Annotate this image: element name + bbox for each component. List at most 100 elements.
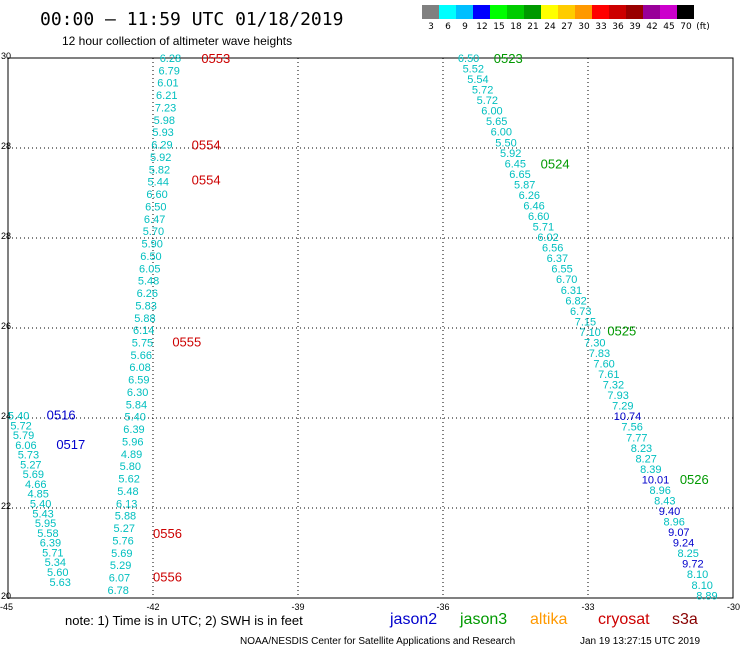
x-tick-label: -39	[291, 602, 304, 612]
wave-height-label: 6.06	[15, 440, 36, 452]
wave-height-label: 6.14	[133, 325, 154, 337]
color-scale-swatch	[490, 5, 507, 19]
wave-height-label: 6.00	[481, 106, 502, 118]
wave-height-label: 6.21	[156, 90, 177, 102]
color-scale-label: 24	[544, 22, 556, 32]
color-scale-swatch	[541, 5, 558, 19]
wave-height-label: 6.60	[146, 189, 167, 201]
wave-height-label: 5.76	[112, 535, 133, 547]
wave-height-label: 5.72	[10, 420, 31, 432]
wave-height-label: 6.39	[40, 538, 61, 550]
pass-time-label: 0526	[680, 472, 709, 487]
wave-height-label: 7.60	[593, 359, 614, 371]
footer-note: note: 1) Time is in UTC; 2) SWH is in fe…	[65, 613, 303, 628]
pass-time-label: 0523	[494, 51, 523, 66]
wave-height-label: 5.88	[115, 511, 136, 523]
color-scale-label: (ft)	[696, 22, 710, 32]
wave-height-label: 5.69	[111, 548, 132, 560]
wave-height-label: 8.10	[692, 580, 713, 592]
wave-height-label: 6.05	[139, 263, 160, 275]
color-scale-swatch	[422, 5, 439, 19]
wave-height-label: 6.02	[537, 232, 558, 244]
color-scale-label: 39	[629, 22, 641, 32]
wave-height-label: 9.40	[659, 506, 680, 518]
y-tick-label: 26	[1, 321, 11, 331]
wave-height-label: 6.08	[129, 362, 150, 374]
wave-height-label: 6.50	[140, 251, 161, 263]
color-scale-label: 3	[428, 22, 434, 32]
wave-height-label: 5.63	[49, 577, 70, 589]
wave-height-label: 5.96	[122, 436, 143, 448]
color-scale-label: 33	[595, 22, 607, 32]
wave-height-label: 5.71	[533, 222, 554, 234]
wave-height-label: 6.28	[160, 53, 181, 65]
wave-height-label: 6.56	[542, 243, 563, 255]
grid-lines	[8, 58, 733, 598]
pass-time-label: 0556	[153, 526, 182, 541]
wave-height-label: 5.72	[477, 95, 498, 107]
wave-height-label: 5.65	[486, 116, 507, 128]
pass-time-label: 0525	[607, 324, 636, 339]
wave-height-label: 8.27	[635, 453, 656, 465]
wave-height-label: 5.95	[35, 518, 56, 530]
satellite-legend: jason2 jason3 altika cryosat s3a	[389, 611, 698, 628]
wave-height-label: 9.72	[682, 559, 703, 571]
wave-height-label: 10.74	[614, 411, 642, 423]
wave-height-label: 5.70	[143, 226, 164, 238]
wave-height-label: 5.48	[138, 276, 159, 288]
wave-height-label: 6.73	[570, 306, 591, 318]
pass-time-label: 0516	[47, 407, 76, 422]
wave-height-label: 5.58	[37, 528, 58, 540]
wave-height-label: 5.40	[8, 410, 29, 422]
pass-time-label: 0555	[172, 335, 201, 350]
wave-height-label: 5.72	[472, 85, 493, 97]
wave-height-label: 7.61	[598, 369, 619, 381]
y-tick-label: 22	[1, 501, 11, 511]
y-tick-label: 28	[1, 231, 11, 241]
wave-height-label: 9.24	[673, 538, 694, 550]
wave-height-label: 5.27	[114, 523, 135, 535]
wave-height-label: 7.93	[607, 390, 628, 402]
satellite-legend-cryosat: cryosat	[598, 611, 650, 628]
wave-height-label: 8.23	[631, 443, 652, 455]
wave-height-label: 5.79	[13, 430, 34, 442]
wave-height-label: 5.29	[110, 560, 131, 572]
pass-time-label: 0553	[201, 51, 230, 66]
wave-height-label: 6.46	[523, 200, 544, 212]
wave-height-label: 7.77	[626, 432, 647, 444]
wave-height-label: 6.82	[565, 295, 586, 307]
color-scale-label: 6	[445, 22, 451, 32]
wave-height-label: 8.43	[654, 495, 675, 507]
y-tick-label: 20	[1, 591, 11, 601]
wave-height-label: 7.15	[575, 316, 596, 328]
color-scale-swatch	[524, 5, 541, 19]
wave-height-label: 5.90	[141, 239, 162, 251]
wave-height-label: 7.56	[621, 422, 642, 434]
wave-height-label: 6.65	[509, 169, 530, 181]
wave-height-label: 7.29	[612, 401, 633, 413]
satellite-legend-altika: altika	[530, 611, 567, 628]
wave-height-label: 5.62	[118, 474, 139, 486]
x-tick-label: -30	[727, 602, 740, 612]
color-scale-label: 42	[646, 22, 658, 32]
wave-height-label: 5.44	[148, 177, 169, 189]
pass-time-label: 0554	[192, 137, 221, 152]
wave-height-label: 5.83	[135, 300, 156, 312]
y-tick-label: 28	[1, 141, 11, 151]
wave-height-label: 6.45	[505, 158, 526, 170]
wave-height-label: 5.60	[47, 567, 68, 579]
wave-height-label: 6.79	[158, 65, 179, 77]
wave-height-label: 6.39	[123, 424, 144, 436]
wave-height-label: 5.73	[18, 450, 39, 462]
wave-height-label: 6.50	[145, 201, 166, 213]
wave-height-label: 5.71	[42, 547, 63, 559]
axis-tick-labels: -45 -42 -39 -36 -33 -30 20 22 24 26 28 28 30	[0, 51, 740, 612]
wave-height-label: 5.84	[126, 399, 147, 411]
wave-height-label: 8.10	[687, 569, 708, 581]
wave-height-label: 8.39	[640, 464, 661, 476]
wave-height-label: 6.78	[107, 585, 128, 597]
color-scale-label: 12	[476, 22, 488, 32]
wave-height-label: 7.10	[579, 327, 600, 339]
wave-height-label: 6.26	[137, 288, 158, 300]
color-scale-label: 45	[663, 22, 675, 32]
